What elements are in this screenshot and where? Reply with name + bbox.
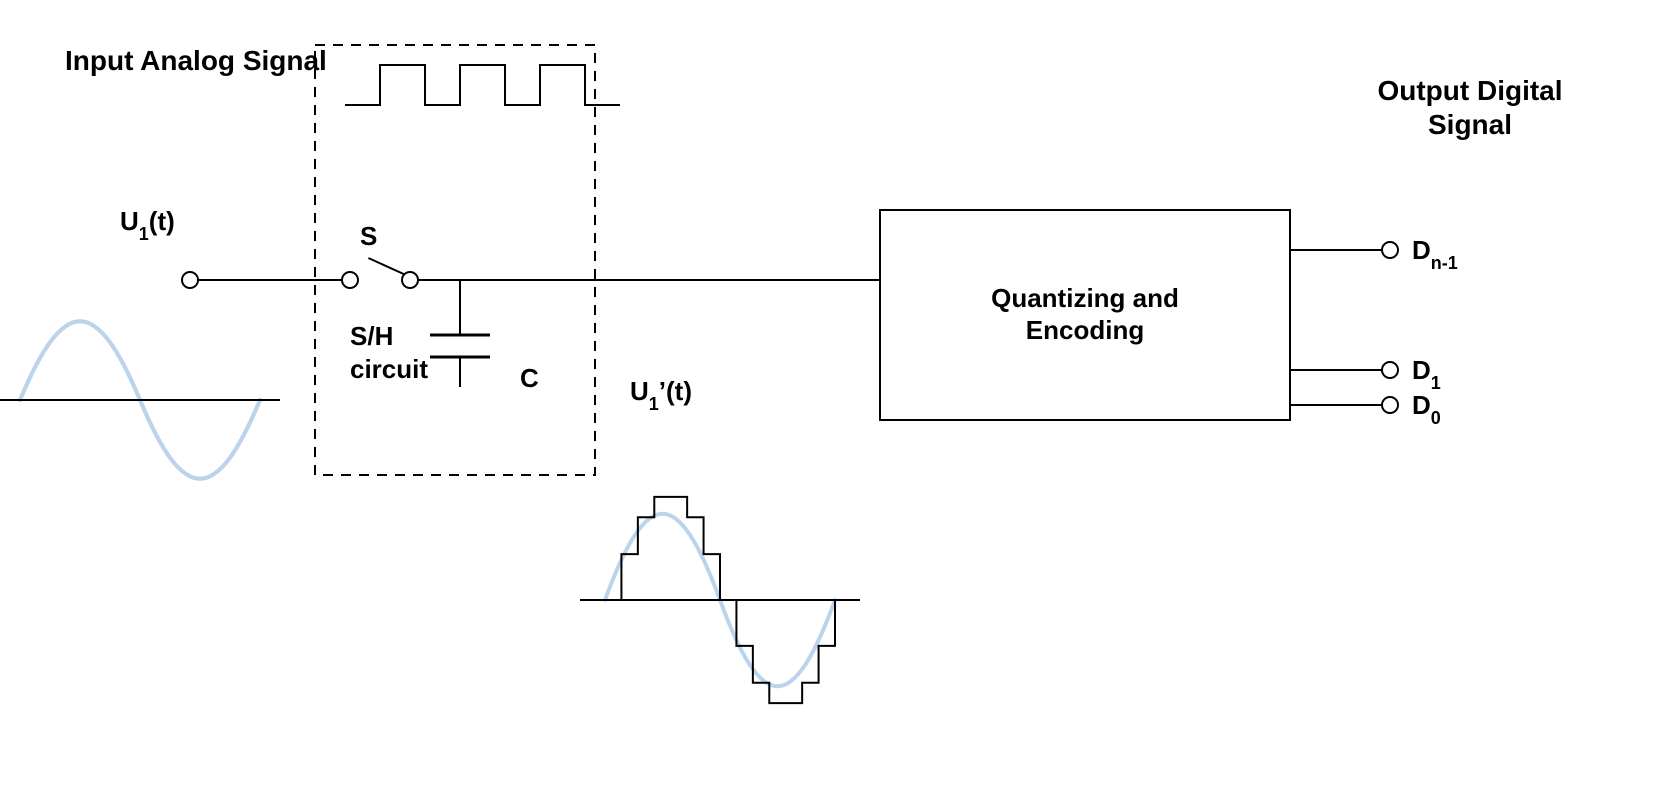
capacitor-c-label: C — [520, 363, 539, 393]
adc-block-diagram: Input Analog Signal Output DigitalSignal U… — [0, 0, 1675, 811]
input-sine-wave — [0, 321, 280, 479]
output-d-0-label: D0 — [1412, 390, 1441, 428]
output-digital-signal-title-line2: Signal — [1428, 109, 1512, 140]
u1-prime-label: U1’(t) — [630, 376, 692, 414]
sh-dashed-box — [315, 45, 595, 475]
u1-label: U1(t) — [120, 206, 175, 244]
sampled-sine-wave — [580, 497, 860, 703]
output-d-1-label: D1 — [1412, 355, 1441, 393]
output-digital-signal-title-line1: Output Digital — [1377, 75, 1562, 106]
capacitor — [430, 280, 490, 387]
sh-circuit-label-line2: circuit — [350, 354, 428, 384]
clock-pulse-train — [345, 65, 620, 105]
block-label-line2: Encoding — [1026, 315, 1144, 345]
signal-wire — [182, 258, 880, 288]
output-d-n-1-label: Dn-1 — [1412, 235, 1458, 273]
input-analog-signal-title: Input Analog Signal — [65, 45, 327, 76]
switch-s-label: S — [360, 221, 377, 251]
sh-circuit-label-line1: S/H — [350, 321, 393, 351]
block-label-line1: Quantizing and — [991, 283, 1179, 313]
